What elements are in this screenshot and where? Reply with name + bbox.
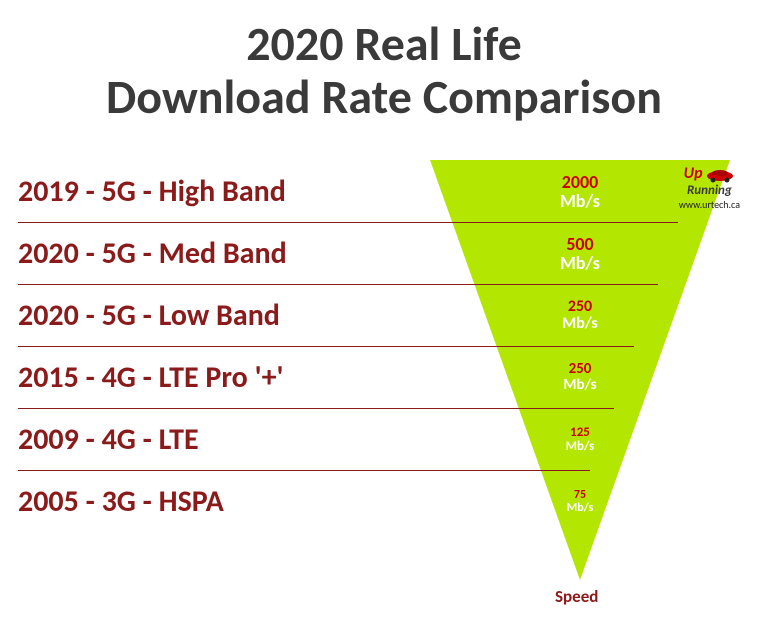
axis-label-speed: Speed [555,586,598,607]
row-value: 500Mb/s [540,235,620,273]
data-row: 2005 - 3G - HSPA [18,470,224,532]
data-row: 2020 - 5G - Med Band [18,222,287,284]
row-value: 125Mb/s [540,426,620,453]
row-value: 75Mb/s [540,489,620,514]
value-unit: Mb/s [540,192,620,211]
value-unit: Mb/s [540,378,620,394]
row-label: 2019 - 5G - High Band [18,173,286,210]
logo-text-up: Up [684,164,703,183]
row-label: 2015 - 4G - LTE Pro '+' [18,359,284,396]
value-number: 75 [540,489,620,502]
data-row: 2015 - 4G - LTE Pro '+' [18,346,284,408]
title-line-1: 2020 Real Life [0,18,768,71]
value-number: 125 [540,426,620,440]
car-icon [705,167,735,183]
title-line-2: Download Rate Comparison [0,71,768,124]
row-label: 2020 - 5G - Med Band [18,235,287,272]
value-unit: Mb/s [540,254,620,273]
data-row: 2020 - 5G - Low Band [18,284,280,346]
row-label: 2005 - 3G - HSPA [18,483,224,520]
data-row: 2019 - 5G - High Band [18,160,286,222]
value-unit: Mb/s [540,316,620,333]
value-unit: Mb/s [540,440,620,454]
row-label: 2020 - 5G - Low Band [18,297,280,334]
data-row: 2009 - 4G - LTE [18,408,199,470]
logo-text-running: Running [687,183,732,198]
row-value: 250Mb/s [540,362,620,394]
row-value: 250Mb/s [540,299,620,333]
logo-url: www.urtech.ca [679,198,740,211]
chart-title: 2020 Real Life Download Rate Comparison [0,0,768,124]
row-label: 2009 - 4G - LTE [18,421,199,458]
brand-logo: Up Running www.urtech.ca [679,164,740,211]
value-unit: Mb/s [540,502,620,515]
chart-area: 2019 - 5G - High Band 2000Mb/s 2020 - 5G -… [0,160,768,620]
row-value: 2000Mb/s [540,173,620,211]
